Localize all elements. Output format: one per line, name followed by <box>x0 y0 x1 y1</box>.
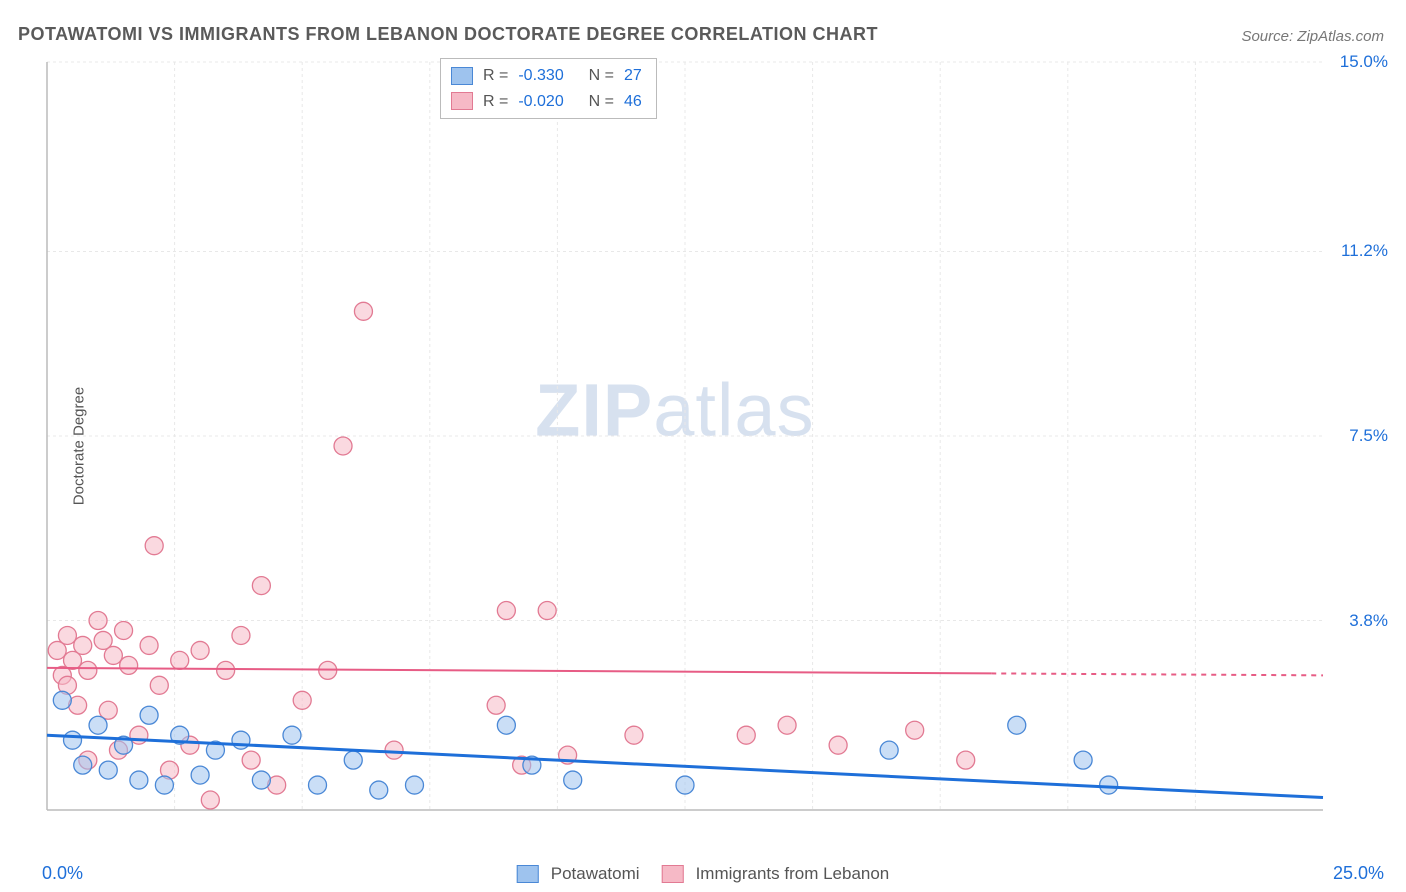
y-tick-3: 3.8% <box>1349 611 1388 631</box>
legend-row-1: R = -0.020 N = 46 <box>451 89 646 115</box>
y-tick-2: 7.5% <box>1349 426 1388 446</box>
y-tick-0: 15.0% <box>1340 52 1388 72</box>
legend-item-0: Potawatomi <box>517 864 640 884</box>
legend-swatch-bottom-0 <box>517 865 539 883</box>
legend-r-0: -0.330 <box>518 63 563 89</box>
x-tick-1: 25.0% <box>1333 863 1384 884</box>
source-label: Source: ZipAtlas.com <box>1241 28 1384 45</box>
legend-r-label: R = <box>483 89 508 115</box>
correlation-chart <box>45 60 1383 840</box>
y-tick-1: 11.2% <box>1341 241 1388 261</box>
chart-title: POTAWATOMI VS IMMIGRANTS FROM LEBANON DO… <box>18 24 878 45</box>
legend-item-1: Immigrants from Lebanon <box>662 864 890 884</box>
x-tick-0: 0.0% <box>42 863 83 884</box>
legend-swatch-0 <box>451 67 473 85</box>
legend-label-1: Immigrants from Lebanon <box>696 864 890 884</box>
legend-correlation: R = -0.330 N = 27 R = -0.020 N = 46 <box>440 58 657 119</box>
legend-swatch-1 <box>451 92 473 110</box>
legend-n-label: N = <box>589 89 614 115</box>
legend-swatch-bottom-1 <box>662 865 684 883</box>
legend-n-1: 46 <box>624 89 642 115</box>
legend-series: Potawatomi Immigrants from Lebanon <box>517 864 890 884</box>
legend-r-1: -0.020 <box>518 89 563 115</box>
legend-n-label: N = <box>589 63 614 89</box>
legend-n-0: 27 <box>624 63 642 89</box>
legend-row-0: R = -0.330 N = 27 <box>451 63 646 89</box>
legend-r-label: R = <box>483 63 508 89</box>
legend-label-0: Potawatomi <box>551 864 640 884</box>
